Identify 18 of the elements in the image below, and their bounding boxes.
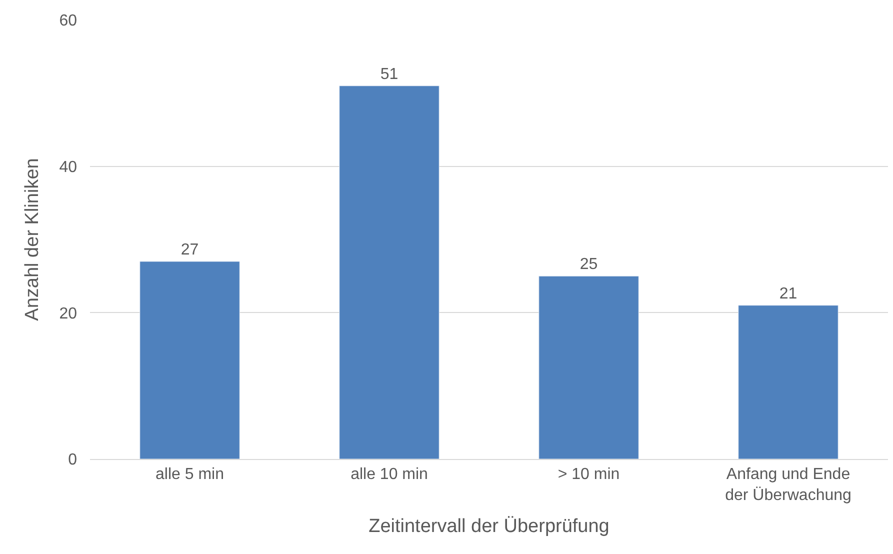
bar	[738, 305, 838, 459]
data-label: 27	[180, 241, 199, 258]
bar	[339, 86, 440, 459]
x-tick-label: > 10 min	[558, 466, 620, 484]
data-label: 51	[380, 66, 398, 83]
x-tick-label: Anfang und Ende der Überwachung	[725, 466, 852, 504]
bar	[538, 276, 639, 459]
x-axis-title: Zeitintervall der Überprüfung	[368, 516, 610, 537]
data-label: 25	[580, 256, 598, 274]
x-tick-label: alle 5 min	[156, 466, 224, 484]
data-label: 21	[779, 285, 798, 302]
bar	[140, 261, 240, 459]
y-tick-label: 20	[59, 305, 78, 322]
y-tick-label: 40	[59, 158, 78, 176]
y-tick-label: 0	[68, 452, 78, 469]
y-axis-title: Anzahl der Kliniken	[22, 158, 44, 321]
x-tick-label: alle 10 min	[350, 466, 428, 484]
y-tick-label: 60	[59, 12, 78, 30]
